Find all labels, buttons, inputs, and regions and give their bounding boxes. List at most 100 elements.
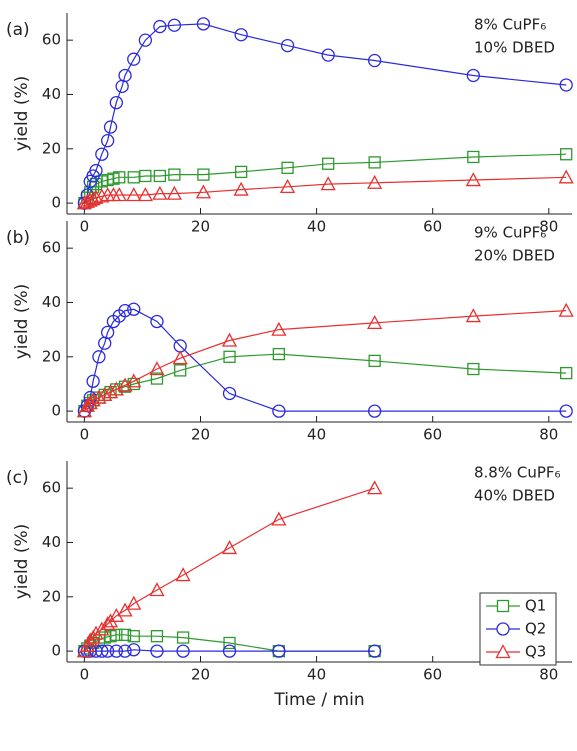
- y-tick-label: 20: [42, 587, 61, 605]
- marker-triangle: [166, 185, 182, 200]
- marker-circle: [127, 643, 141, 657]
- legend-label: Q2: [525, 620, 546, 638]
- marker-circle: [103, 120, 118, 134]
- x-tick-label: 60: [423, 426, 442, 444]
- marker-triangle: [126, 373, 142, 388]
- marker-triangle: [126, 595, 142, 610]
- marker-circle: [321, 48, 335, 62]
- marker-square: [560, 148, 573, 161]
- marker-square: [197, 168, 210, 181]
- x-tick-label: 20: [191, 666, 210, 684]
- series-line: [83, 308, 567, 412]
- x-tick-label: 40: [307, 218, 326, 236]
- x-tick-label: 40: [307, 666, 326, 684]
- marker-triangle: [279, 178, 296, 193]
- y-tick-label: 20: [42, 139, 61, 157]
- legend-marker: [495, 644, 511, 659]
- y-tick-label: 40: [42, 533, 61, 551]
- marker-circle: [222, 644, 237, 658]
- marker-square: [234, 165, 248, 179]
- marker-circle: [153, 19, 167, 34]
- marker-circle: [109, 95, 123, 110]
- x-axis-label: Time / min: [273, 690, 364, 710]
- marker-circle: [367, 53, 382, 68]
- marker-circle: [89, 163, 103, 178]
- marker-circle: [118, 68, 132, 83]
- y-axis-label: yield (%): [12, 76, 32, 152]
- panel-label: (c): [6, 468, 29, 488]
- marker-square: [322, 157, 335, 170]
- marker-square: [174, 364, 187, 377]
- marker-circle: [86, 374, 100, 388]
- marker-triangle: [271, 321, 287, 336]
- y-tick-label: 60: [42, 239, 61, 257]
- marker-square: [272, 347, 286, 361]
- marker-circle: [222, 386, 237, 401]
- marker-square: [176, 631, 190, 644]
- marker-triangle: [117, 602, 133, 617]
- marker-circle: [118, 644, 132, 658]
- marker-triangle: [233, 181, 249, 196]
- marker-circle: [95, 644, 109, 658]
- x-tick-label: 40: [307, 426, 326, 444]
- marker-circle: [196, 17, 211, 31]
- marker-square: [118, 628, 132, 641]
- marker-square: [110, 628, 123, 641]
- x-tick-label: 0: [80, 218, 90, 236]
- marker-square: [150, 630, 164, 643]
- x-tick-label: 20: [191, 218, 210, 236]
- marker-circle: [95, 147, 109, 161]
- y-axis-label: yield (%): [12, 284, 32, 360]
- marker-square: [223, 636, 236, 650]
- marker-triangle: [465, 308, 481, 323]
- marker-triangle: [85, 392, 101, 407]
- y-axis-label: yield (%): [12, 524, 32, 600]
- marker-circle: [167, 18, 182, 32]
- legend-marker: [496, 599, 510, 613]
- marker-square: [153, 169, 167, 183]
- marker-triangle: [111, 187, 127, 202]
- marker-triangle: [82, 192, 98, 207]
- y-tick-label: 60: [42, 31, 61, 49]
- x-tick-label: 60: [423, 218, 442, 236]
- marker-triangle: [102, 384, 119, 399]
- marker-square: [139, 169, 152, 183]
- marker-triangle: [221, 332, 238, 347]
- marker-circle: [367, 404, 382, 418]
- x-tick-label: 80: [539, 218, 558, 236]
- marker-circle: [100, 134, 115, 148]
- marker-square: [168, 168, 181, 181]
- marker-circle: [176, 644, 190, 658]
- marker-triangle: [137, 187, 153, 202]
- annotation: 8.8% CuPF₆: [474, 464, 561, 482]
- x-tick-label: 60: [423, 666, 442, 684]
- marker-triangle: [149, 582, 165, 597]
- y-tick-label: 0: [51, 642, 61, 660]
- x-tick-label: 80: [539, 426, 558, 444]
- marker-square: [368, 156, 381, 169]
- legend-label: Q3: [525, 643, 546, 661]
- annotation: 20% DBED: [474, 247, 555, 265]
- x-tick-label: 20: [191, 426, 210, 444]
- marker-triangle: [149, 361, 165, 376]
- marker-circle: [280, 38, 295, 53]
- marker-triangle: [82, 632, 98, 647]
- x-tick-label: 80: [539, 666, 558, 684]
- marker-triangle: [367, 314, 383, 330]
- marker-circle: [559, 78, 573, 92]
- marker-triangle: [221, 540, 238, 555]
- y-tick-label: 20: [42, 347, 61, 365]
- marker-circle: [367, 644, 382, 658]
- marker-square: [150, 372, 164, 385]
- marker-circle: [100, 644, 115, 658]
- legend-label: Q1: [525, 597, 546, 615]
- marker-circle: [118, 303, 132, 318]
- marker-triangle: [558, 302, 574, 317]
- marker-circle: [109, 644, 123, 658]
- marker-circle: [138, 33, 153, 47]
- marker-triangle: [367, 174, 383, 189]
- y-tick-label: 40: [42, 293, 61, 311]
- y-tick-label: 0: [51, 402, 61, 420]
- x-tick-label: 0: [80, 666, 90, 684]
